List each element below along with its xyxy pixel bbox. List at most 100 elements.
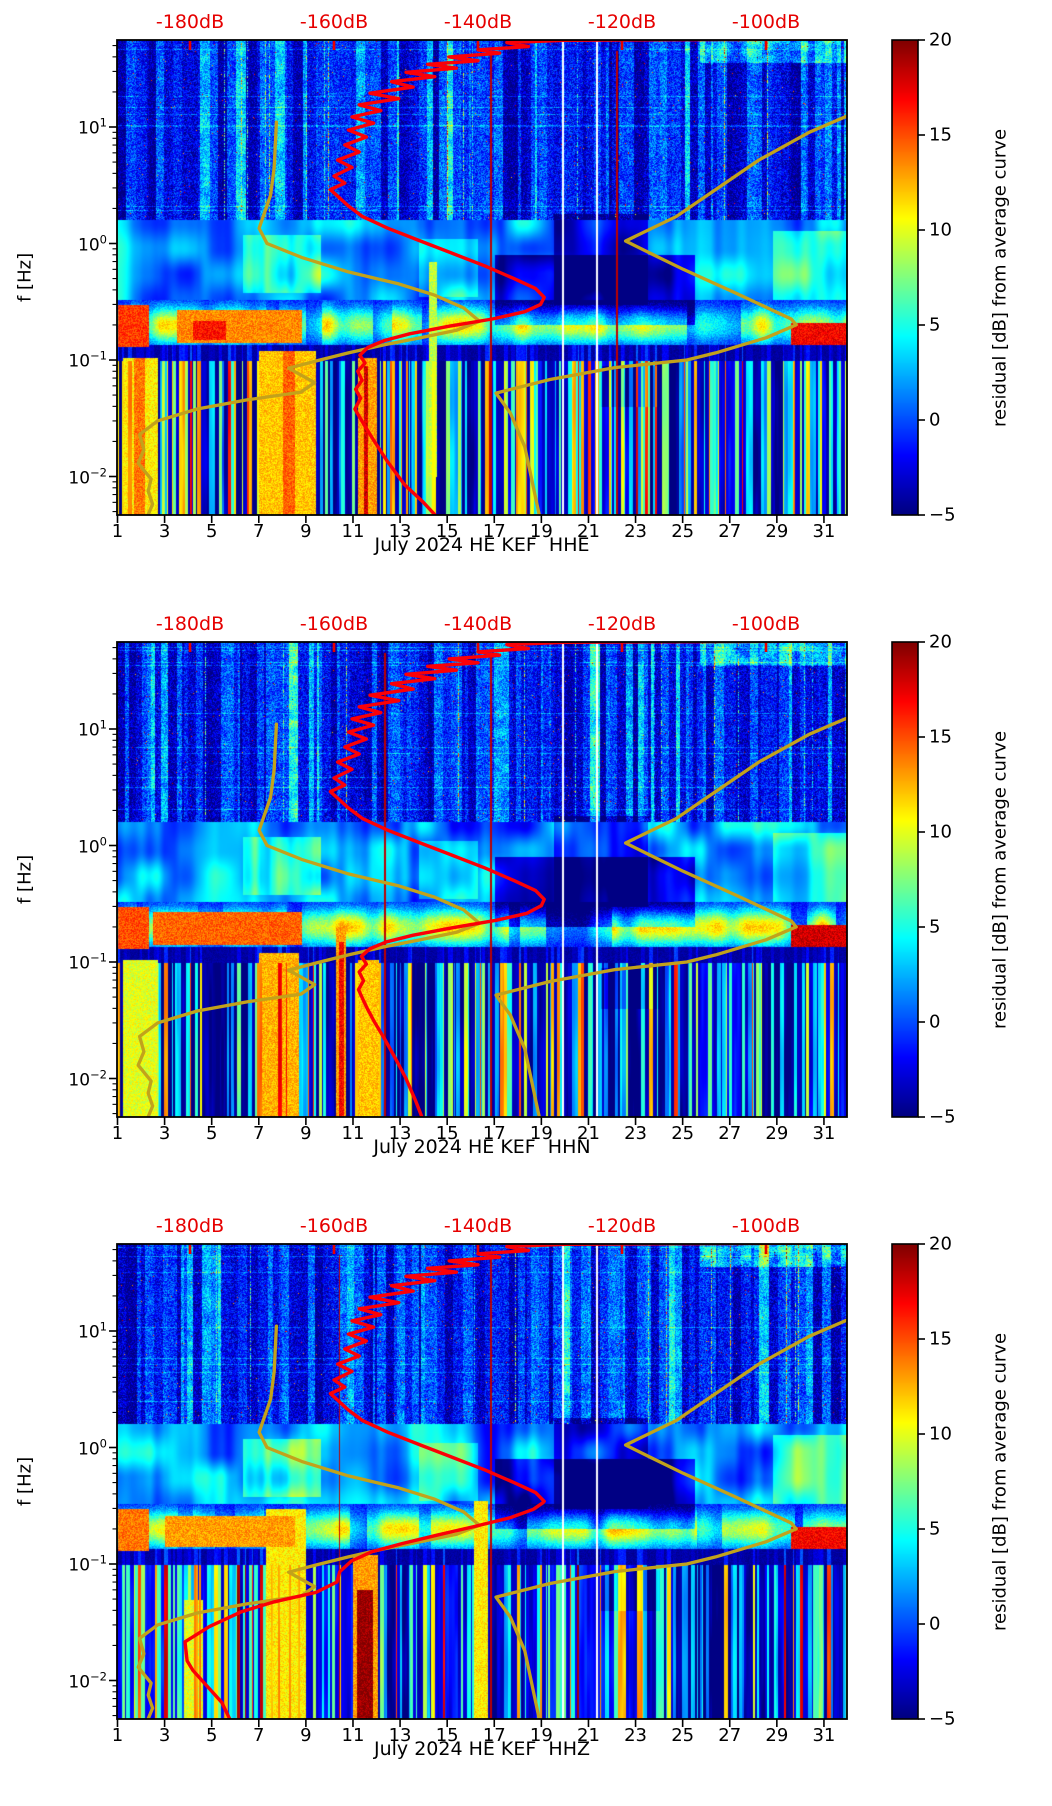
top-db-tick-label: -100dB	[731, 11, 801, 33]
colorbar-gradient	[892, 1244, 918, 1719]
x-tick-label: 25	[671, 521, 695, 542]
y-axis-label: f [Hz]	[14, 854, 36, 905]
subplot-hhz: -180dB -160dB -140dB -120dB -100dB 101 10 0 10−…	[0, 1204, 1052, 1806]
x-tick-label: 29	[765, 521, 789, 542]
colorbar-tick-label: 0	[929, 1613, 941, 1635]
x-tick-label: 1	[111, 1725, 124, 1746]
subplot-hhn: -180dB -160dB -140dB -120dB -100dB 101 100 10−…	[0, 602, 1052, 1204]
x-tick-label: 19	[529, 521, 553, 542]
y-tick-label: 10−2	[68, 1067, 107, 1090]
top-db-tick-label: -140dB	[443, 11, 513, 33]
top-db-tick-label: -160dB	[299, 1215, 369, 1237]
y-tick-label: 100	[78, 232, 107, 255]
x-tick-label: 1	[111, 1123, 124, 1144]
x-tick-label: 13	[388, 1725, 412, 1746]
x-tick-label: 13	[388, 1123, 412, 1144]
top-db-tick-label: -100dB	[731, 613, 801, 635]
x-tick-label: 27	[718, 521, 742, 542]
noise-model-high-curve	[494, 1318, 847, 1719]
x-axis-title: July 2024 HE KEF HHE	[374, 534, 590, 556]
noise-model-high-curve	[494, 114, 847, 515]
colorbar-tick-label: 5	[929, 314, 941, 336]
subplot-hhe: -180dB -160dB -140dB -120dB -100dB 101 100 10−…	[0, 0, 1052, 602]
top-db-tick-label: -120dB	[587, 11, 657, 33]
x-axis-title: July 2024 HE KEF HHZ	[374, 1738, 590, 1760]
x-tick-label: 15	[435, 521, 459, 542]
top-db-tick-label: -180dB	[155, 1215, 225, 1237]
spectrogram-heatmap-hhe	[117, 40, 847, 515]
x-tick-label: 13	[388, 521, 412, 542]
x-tick-label: 9	[300, 521, 312, 542]
top-db-tick-label: -160dB	[299, 11, 369, 33]
x-tick-label: 3	[158, 1123, 171, 1144]
x-tick-label: 3	[158, 1725, 171, 1746]
top-db-tick-label: -140dB	[443, 1215, 513, 1237]
x-tick-label: 15	[435, 1725, 459, 1746]
x-tick-label: 19	[529, 1123, 553, 1144]
y-tick-label: 10−2	[68, 465, 107, 488]
top-db-tick-label: -120dB	[587, 613, 657, 635]
x-tick-label: 9	[300, 1725, 312, 1746]
noise-model-low-curve	[136, 1324, 482, 1719]
colorbar-gradient	[892, 642, 918, 1117]
average-psd-curve	[183, 1244, 847, 1719]
colorbar-tick-label: −5	[929, 504, 956, 526]
y-tick-label: 100	[78, 834, 107, 857]
x-tick-label: 21	[577, 521, 600, 542]
x-tick-label: 17	[482, 1123, 506, 1144]
x-tick-label: 5	[205, 1123, 218, 1144]
colorbar-tick-label: 20	[929, 29, 952, 51]
colorbar-label: residual [dB] from average curve	[989, 128, 1011, 427]
plot-frame	[116, 641, 848, 1118]
y-tick-label: 10−1	[68, 1552, 107, 1576]
x-tick-label: 19	[529, 1725, 553, 1746]
axes-and-curves-overlay	[109, 641, 925, 1125]
colorbar-gradient	[892, 40, 918, 515]
colorbar-tick-label: 10	[929, 821, 952, 843]
x-tick-label: 25	[671, 1725, 695, 1746]
top-db-tick-label: -120dB	[587, 1215, 657, 1237]
average-psd-curve	[328, 642, 847, 1117]
top-db-tick-label: -100dB	[731, 1215, 801, 1237]
x-axis-title: July 2024 HE KEF HHN	[373, 1136, 591, 1158]
colorbar-tick-label: −5	[929, 1106, 956, 1128]
top-db-tick-label: -180dB	[155, 613, 225, 635]
x-tick-label: 11	[341, 1123, 365, 1144]
colorbar-tick-label: 15	[929, 124, 952, 146]
x-tick-label: 23	[624, 1123, 647, 1144]
x-tick-label: 7	[253, 1123, 265, 1144]
x-tick-label: 17	[482, 521, 506, 542]
x-tick-label: 29	[765, 1123, 789, 1144]
axes-and-curves-overlay	[109, 1243, 925, 1727]
x-tick-label: 31	[812, 521, 836, 542]
y-tick-label: 101	[78, 1319, 107, 1343]
colorbar-tick-label: 5	[929, 916, 941, 938]
colorbar-frame	[891, 641, 919, 1118]
colorbar-tick-label: 20	[929, 631, 952, 653]
y-tick-label: 10−1	[68, 348, 107, 372]
colorbar-tick-label: 15	[929, 1328, 952, 1350]
colorbar-tick-label: 5	[929, 1518, 941, 1540]
noise-model-high-curve	[494, 716, 847, 1117]
x-tick-label: 1	[111, 521, 124, 542]
y-tick-label: 10−1	[68, 950, 107, 974]
colorbar-frame	[891, 39, 919, 516]
colorbar-tick-label: 10	[929, 1423, 952, 1445]
colorbar-tick-label: 15	[929, 726, 952, 748]
x-tick-label: 21	[577, 1123, 600, 1144]
y-tick-label: 10−2	[68, 1669, 107, 1692]
x-tick-label: 17	[482, 1725, 506, 1746]
colorbar-tick-label: 0	[929, 409, 941, 431]
noise-model-low-curve	[136, 120, 482, 515]
x-tick-label: 27	[718, 1123, 742, 1144]
colorbar-tick-label: 20	[929, 1233, 952, 1255]
colorbar-label: residual [dB] from average curve	[989, 730, 1011, 1029]
y-axis-label: f [Hz]	[14, 252, 36, 303]
x-tick-label: 3	[158, 521, 171, 542]
x-tick-label: 31	[812, 1725, 836, 1746]
x-tick-label: 11	[341, 1725, 365, 1746]
x-tick-label: 25	[671, 1123, 695, 1144]
x-tick-label: 7	[253, 1725, 265, 1746]
y-tick-label: 101	[78, 115, 107, 139]
